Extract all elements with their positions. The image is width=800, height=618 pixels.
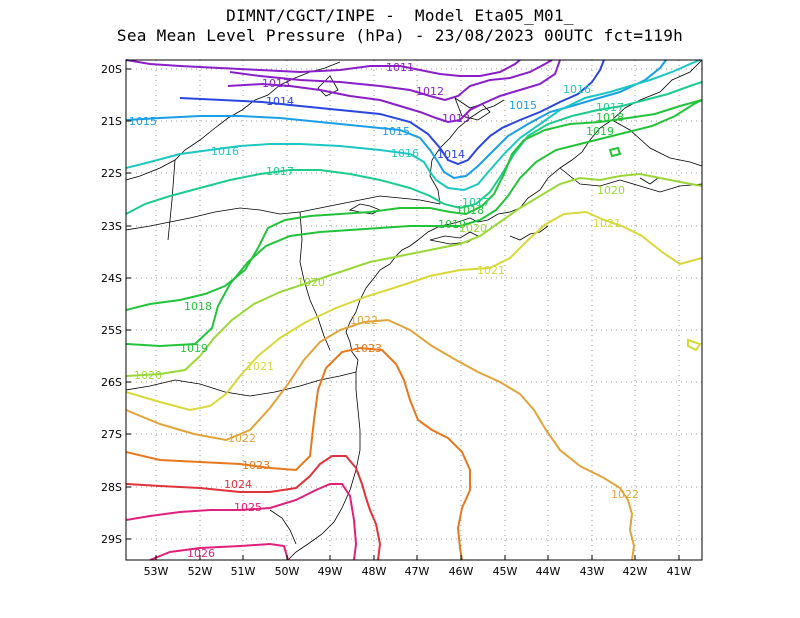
- lon-tick-label: 42W: [623, 565, 648, 578]
- lat-tick-label: 25S: [101, 324, 122, 337]
- isobar-1017: [125, 81, 703, 215]
- lon-tick-label: 48W: [362, 565, 387, 578]
- isobar-label: 1016: [391, 147, 419, 160]
- isobar-label: 1018: [596, 111, 624, 124]
- isobar-1019-small: [608, 146, 622, 158]
- isobar-label: 1019: [586, 125, 614, 138]
- isobar-label: 1025: [234, 501, 262, 514]
- coastline: [125, 59, 703, 561]
- lon-tick-label: 46W: [449, 565, 474, 578]
- isobar-1018: [125, 99, 703, 311]
- isobar-label: 1017: [266, 165, 294, 178]
- isobar-1026: [149, 542, 289, 561]
- isobar-1025: [125, 483, 358, 561]
- isobar-label: 1020: [134, 369, 162, 382]
- isobar-label: 1021: [246, 360, 274, 373]
- isobar-label: 1022: [611, 488, 639, 501]
- lat-tick-label: 21S: [101, 115, 122, 128]
- isobar-label: 1018: [184, 300, 212, 313]
- lat-tick-label: 23S: [101, 220, 122, 233]
- lat-tick-label: 24S: [101, 272, 122, 285]
- lat-tick-label: 20S: [101, 63, 122, 76]
- lon-tick-label: 45W: [493, 565, 518, 578]
- lat-tick-marks: [126, 68, 131, 540]
- isobar-label: 1015: [509, 99, 537, 112]
- isobar-1015: [125, 59, 667, 180]
- lat-tick-label: 28S: [101, 481, 122, 494]
- isobar-label: 1021: [593, 217, 621, 230]
- isobar-label: 1021: [477, 264, 505, 277]
- isobar-label: 1020: [597, 184, 625, 197]
- isobar-1020: [125, 172, 703, 377]
- lon-tick-label: 50W: [275, 565, 300, 578]
- isobar-label: 1011: [386, 61, 414, 74]
- isobar-label: 1017: [596, 101, 624, 114]
- isobar-label: 1016: [563, 83, 591, 96]
- isobar-label: 1016: [211, 145, 239, 158]
- isobar-label: 1013: [262, 77, 290, 90]
- lon-tick-label: 44W: [536, 565, 561, 578]
- isobar-1023: [125, 346, 471, 561]
- isobar-label: 1019: [438, 218, 466, 231]
- lon-tick-label: 43W: [580, 565, 605, 578]
- isobar-1014: [179, 59, 605, 166]
- map-frame: [125, 59, 703, 561]
- isobar-1011: [125, 59, 521, 77]
- isobar-label: 1017: [462, 196, 490, 209]
- isobar-label: 1023: [242, 459, 270, 472]
- lon-tick-label: 52W: [188, 565, 213, 578]
- isobar-label: 1026: [187, 547, 215, 560]
- isobar-label: 1023: [354, 342, 382, 355]
- lat-tick-label: 26S: [101, 376, 122, 389]
- isobar-1013: [227, 59, 561, 124]
- lat-tick-label: 22S: [101, 167, 122, 180]
- isobar-label: 1020: [459, 222, 487, 235]
- lat-tick-label: 27S: [101, 428, 122, 441]
- isobar-label: 1022: [228, 432, 256, 445]
- isobar-label: 1018: [456, 204, 484, 217]
- isobar-label: 1019: [180, 342, 208, 355]
- title-line-1: DIMNT/CGCT/INPE - Model Eta05_M01_: [226, 6, 574, 25]
- lon-tick-label: 53W: [144, 565, 169, 578]
- isobar-label: 1013: [442, 112, 470, 125]
- isobar-1021: [125, 210, 703, 412]
- lat-tick-label: 29S: [101, 533, 122, 546]
- isobar-1021-small: [687, 338, 702, 352]
- isobar-1022: [125, 318, 636, 561]
- lon-tick-label: 51W: [231, 565, 256, 578]
- title-line-2: Sea Mean Level Pressure (hPa) - 23/08/20…: [116, 26, 684, 45]
- isobar-1016: [125, 59, 701, 192]
- isobar-label: 1014: [437, 148, 465, 161]
- lon-tick-label: 49W: [318, 565, 343, 578]
- isobar-label: 1014: [266, 95, 294, 108]
- lon-tick-label: 47W: [405, 565, 430, 578]
- isobar-label: 1015: [382, 125, 410, 138]
- isobar-label: 1015: [129, 115, 157, 128]
- lon-tick-label: 41W: [667, 565, 692, 578]
- lon-tick-marks: [155, 555, 680, 560]
- isobar-1012: [229, 59, 553, 102]
- isobar-label: 1012: [416, 85, 444, 98]
- isobar-label: 1020: [297, 276, 325, 289]
- isobar-label: 1022: [350, 314, 378, 327]
- isobar-1019: [125, 99, 703, 348]
- isobar-label: 1024: [224, 478, 252, 491]
- isobar-1024: [125, 455, 382, 561]
